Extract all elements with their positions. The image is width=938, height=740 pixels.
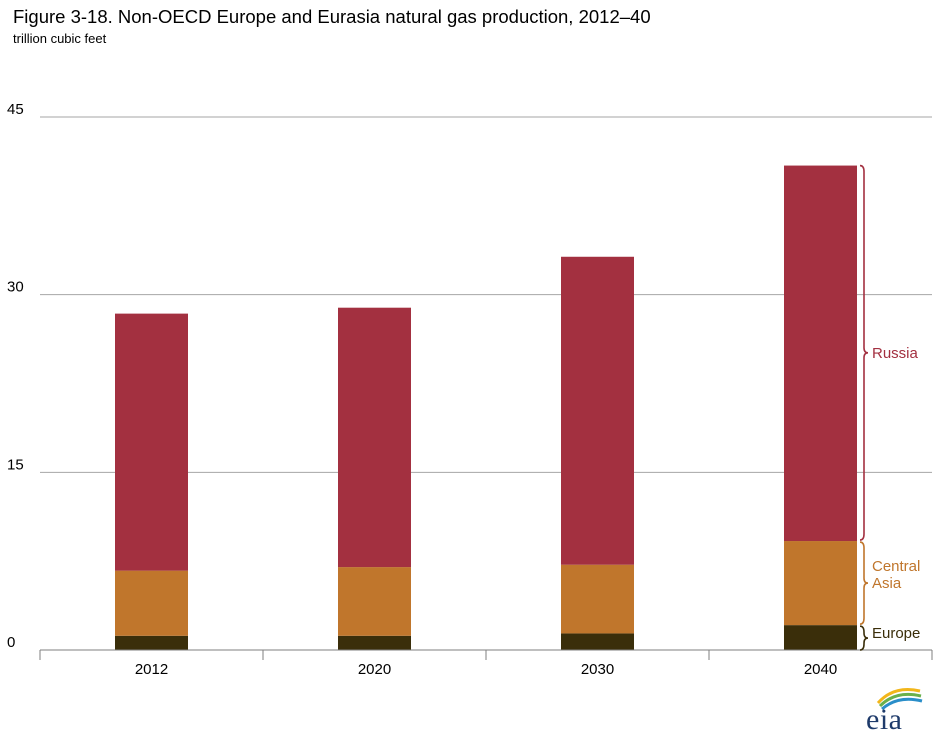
y-tick-label: 0 [7,634,15,651]
legend-label-central-asia-line: Asia [872,575,902,592]
x-axis: 2012 2020 2030 2040 [39,649,933,678]
chart-subtitle: trillion cubic feet [13,31,107,46]
y-tick-label: 15 [7,456,24,473]
bar-segment-europe-2030 [561,633,634,650]
logo-text: eia [866,703,903,736]
legend-label-central-asia: Central Asia [872,558,920,592]
bar-segment-russia-2030 [561,256,634,565]
legend-brace-russia [859,164,869,541]
legend-brace-europe [859,625,869,651]
bar-segment-central-asia-2030 [561,564,634,634]
eia-logo: eia [864,681,926,735]
y-axis-ticks: 0 15 30 45 [7,101,24,651]
bar-segment-central-asia-2012 [115,570,188,636]
legend-label-russia: Russia [872,345,919,362]
x-tick-label: 2020 [358,661,391,678]
legend: Russia Central Asia Europe [859,164,920,651]
bar-segment-russia-2012 [115,313,188,571]
y-tick-label: 45 [7,101,24,118]
x-tick-label: 2040 [804,661,837,678]
bar-segment-central-asia-2020 [338,567,411,636]
eia-logo-swoosh-icon [876,688,923,711]
legend-brace-central-asia [859,541,869,625]
bar-segment-europe-2012 [115,635,188,650]
y-tick-label: 30 [7,279,24,296]
bars [115,165,857,650]
gridlines [40,116,932,473]
bar-segment-europe-2020 [338,635,411,650]
bar-segment-russia-2020 [338,307,411,568]
x-tick-label: 2012 [135,661,168,678]
legend-label-europe: Europe [872,625,920,642]
bar-segment-russia-2040 [784,165,857,542]
bar-segment-europe-2040 [784,625,857,650]
bar-segment-central-asia-2040 [784,541,857,626]
chart-title: Figure 3-18. Non-OECD Europe and Eurasia… [13,6,651,27]
x-tick-label: 2030 [581,661,614,678]
legend-label-central-asia-line: Central [872,558,920,575]
